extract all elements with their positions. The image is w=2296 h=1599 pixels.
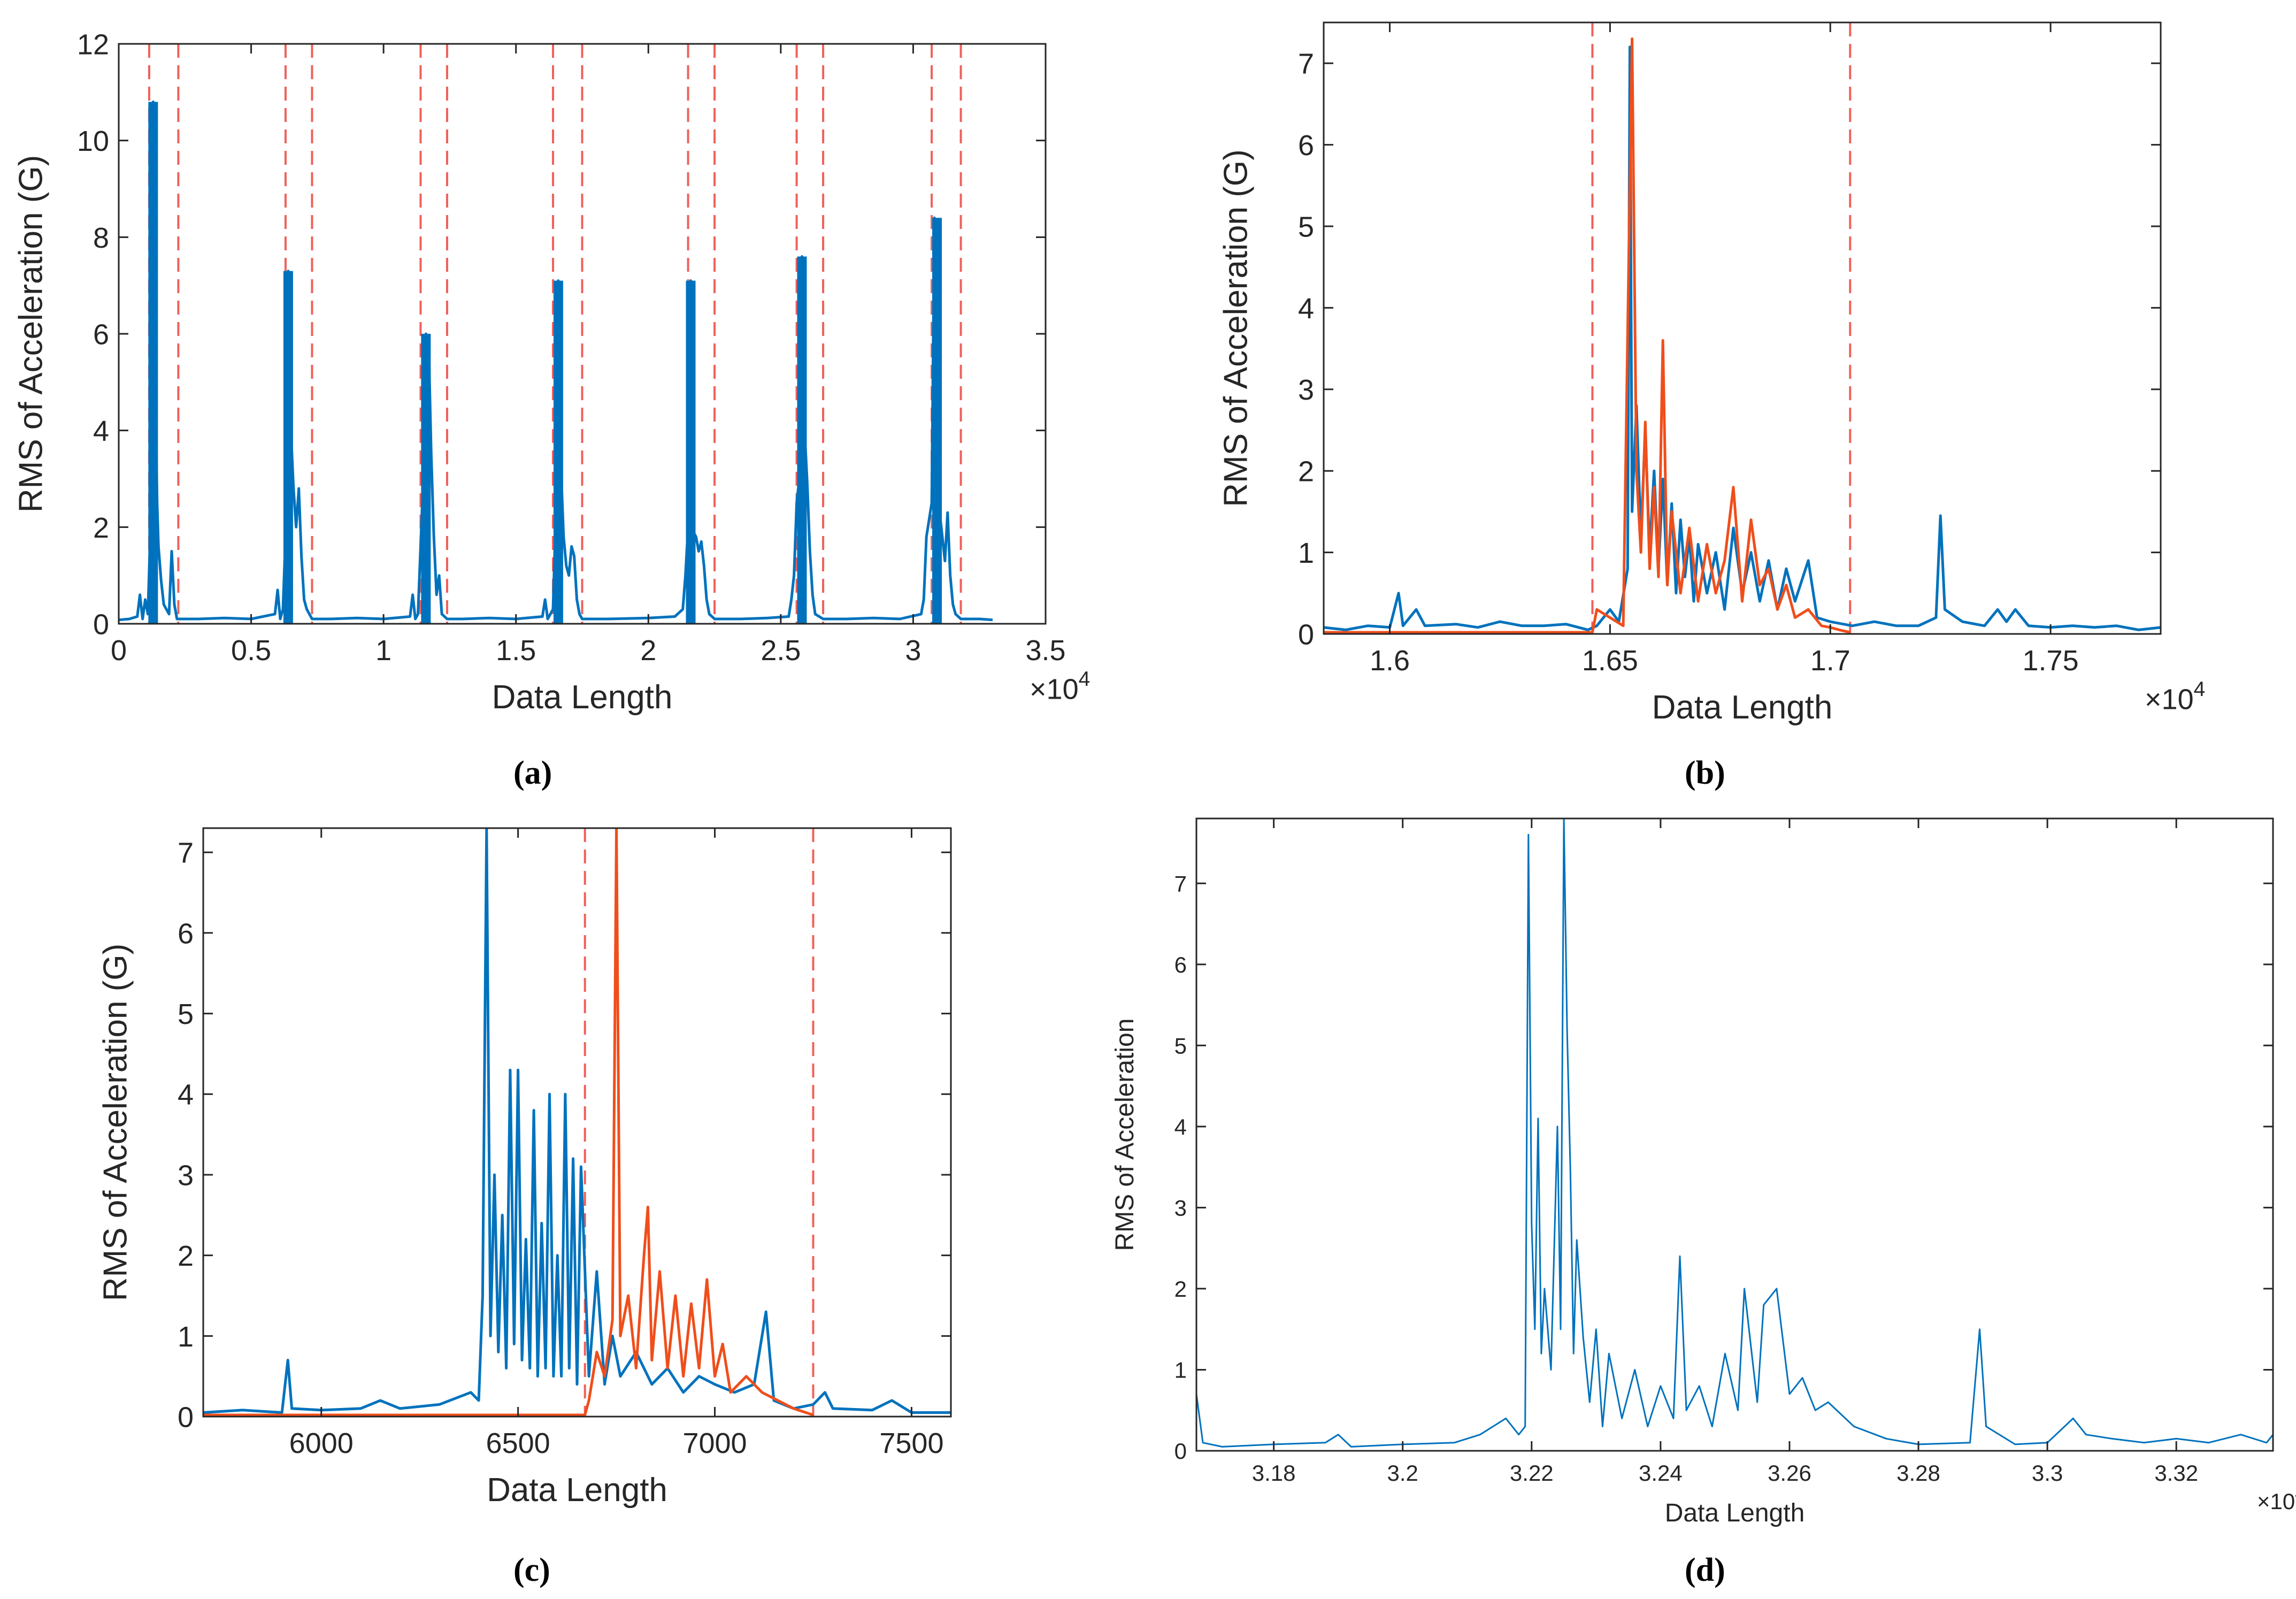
x-tick-label: 6500 [486,1427,550,1459]
x-tick-label: 1.65 [1582,645,1638,677]
series-line-2 [1324,37,1850,634]
x-tick-label: 0 [111,634,127,667]
x-exponent-multiplier: ×104 [1030,668,1090,705]
panel-label-b: (b) [1685,755,1725,791]
axes-frame [1323,21,2162,635]
peak-bar [932,218,942,624]
y-tick-label: 3 [1298,374,1314,406]
x-tick-label: 3.26 [1768,1460,1811,1486]
y-tick-label: 4 [1298,293,1314,325]
y-tick-label: 0 [1298,618,1314,651]
y-axis-label: RMS of Acceleration (G) [97,944,134,1301]
peak-bar [797,256,807,624]
peak-bar [686,280,696,624]
peak-bar [148,102,158,624]
y-tick-label: 6 [1174,952,1187,977]
x-tick-label: 3.32 [2154,1460,2198,1486]
plot-area [1324,22,2161,634]
y-tick-label: 7 [1174,871,1187,896]
y-axis-label: RMS of Acceleration (G) [1218,149,1255,507]
y-tick-label: 4 [93,415,109,447]
y-tick-label: 0 [178,1401,194,1433]
y-tick-label: 0 [1174,1439,1187,1464]
axes-frame [202,827,952,1418]
x-axis-label: Data Length [1665,1499,1805,1527]
x-tick-label: 3.3 [2032,1460,2063,1486]
y-tick-label: 7 [1298,48,1314,80]
x-tick-label: 2.5 [761,634,801,667]
x-tick-label: 3 [905,634,921,667]
x-tick-label: 6000 [289,1427,354,1459]
x-tick-label: 7000 [682,1427,747,1459]
x-tick-label: 1.7 [1810,645,1850,677]
y-tick-label: 2 [178,1240,194,1272]
y-tick-label: 4 [178,1079,194,1111]
y-axis-label: RMS of Acceleration [1111,1019,1139,1251]
peak-bar [553,280,563,624]
x-tick-label: 3.28 [1896,1460,1940,1486]
y-tick-label: 1 [1174,1358,1187,1383]
y-tick-label: 5 [178,998,194,1030]
axes-frame [1195,817,2274,1452]
series-line-1 [1324,45,2161,631]
y-tick-label: 1 [178,1321,194,1353]
y-tick-label: 5 [1174,1033,1187,1058]
x-exponent-power: 4 [2295,1485,2296,1503]
peak-bar [283,271,293,624]
panel-label-c: (c) [513,1552,550,1588]
x-tick-label: 1.6 [1370,645,1410,677]
y-tick-label: 8 [93,222,109,254]
y-tick-label: 2 [93,512,109,544]
y-tick-label: 2 [1174,1276,1187,1302]
series-line-1 [119,100,993,622]
x-tick-label: 0.5 [231,634,271,667]
x-tick-label: 3.22 [1510,1460,1554,1486]
y-tick-label: 5 [1298,211,1314,243]
y-tick-label: 0 [93,608,109,640]
panel-label-a: (a) [513,755,552,791]
x-exponent-multiplier: ×104 [2257,1485,2296,1514]
x-exponent-multiplier: ×104 [2145,678,2205,715]
y-tick-label: 1 [1298,537,1314,569]
y-tick-label: 3 [178,1159,194,1191]
x-tick-label: 3.5 [1025,634,1065,667]
y-tick-label: 12 [77,28,109,60]
y-tick-label: 6 [93,318,109,350]
chart-panel-b: 1.6 1.65 1.7 1.75 0 1 2 3 4 5 6 7 Data Length RMS of … [1218,21,2205,726]
x-tick-label: 3.2 [1387,1460,1418,1486]
chart-panel-a: 0 0.5 1 1.5 2 2.5 3 3.5 0 2 4 6 8 10 12 Data Length RMS … [13,28,1091,716]
y-tick-label: 4 [1174,1114,1187,1139]
x-axis-label: Data Length [492,679,673,716]
y-tick-label: 7 [178,837,194,869]
y-axis-label: RMS of Acceleration (G) [13,155,50,512]
peak-bar [421,334,431,624]
series-line-1 [1196,818,2273,1448]
x-tick-label: 2 [640,634,656,667]
x-tick-label: 1.5 [496,634,536,667]
x-tick-label: 1.75 [2023,645,2079,677]
chart-panel-d: 3.18 3.2 3.22 3.24 3.26 3.28 3.3 3.32 0 1 2 3 4 5 6 7 Da… [1111,817,2296,1527]
y-tick-label: 2 [1298,456,1314,488]
x-tick-label: 3.18 [1252,1460,1296,1486]
y-tick-label: 6 [1298,129,1314,162]
panel-label-d: (d) [1685,1552,1725,1588]
x-tick-label: 7500 [879,1427,943,1459]
series-line-2 [203,828,814,1417]
x-axis-label: Data Length [1652,689,1833,726]
x-exponent-power: 4 [2194,678,2206,701]
y-tick-label: 10 [77,125,109,157]
y-tick-label: 6 [178,917,194,950]
y-tick-label: 3 [1174,1196,1187,1221]
plot-area [1196,818,2273,1451]
x-tick-label: 1 [375,634,391,667]
x-axis-label: Data Length [487,1472,667,1509]
chart-panel-c: 6000 6500 7000 7500 0 1 2 3 4 5 6 7 Data Length RMS o… [97,827,952,1509]
x-exponent-power: 4 [1079,668,1091,691]
x-tick-label: 3.24 [1639,1460,1683,1486]
